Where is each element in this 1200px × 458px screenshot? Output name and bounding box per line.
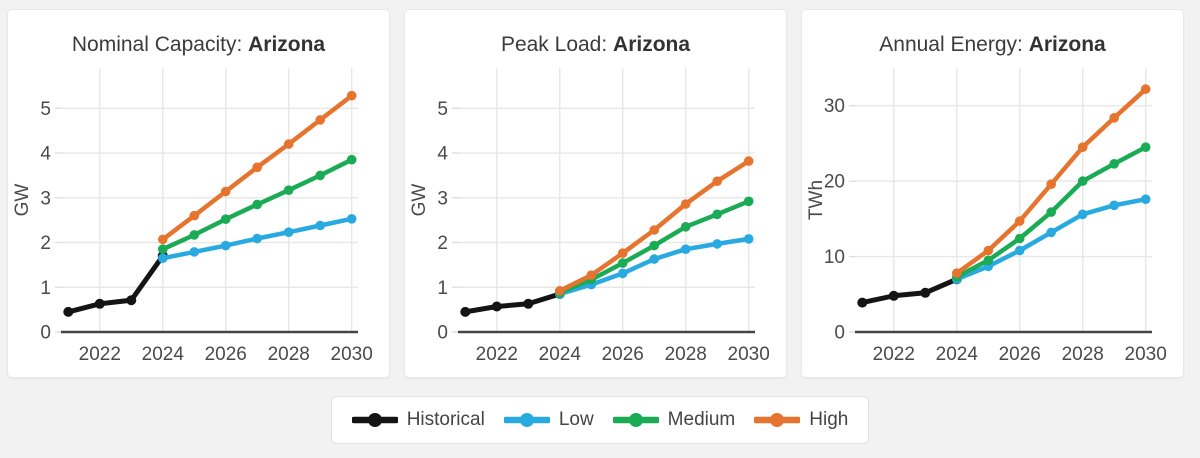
svg-text:3: 3 <box>40 188 51 209</box>
svg-text:10: 10 <box>824 247 845 268</box>
chart-title-nominal-capacity: Nominal Capacity: Arizona <box>8 10 389 58</box>
svg-text:2026: 2026 <box>205 344 247 365</box>
series-medium <box>952 142 1151 282</box>
chart-title-prefix: Peak Load: <box>500 33 614 56</box>
svg-text:3: 3 <box>437 188 448 209</box>
legend-item-label: Historical <box>406 409 485 430</box>
svg-text:2022: 2022 <box>476 344 518 365</box>
svg-text:2: 2 <box>437 233 448 254</box>
series-high <box>555 156 754 296</box>
svg-text:2022: 2022 <box>79 344 121 365</box>
forecast-dashboard: Nominal Capacity: Arizona 0 1 2 3 4 5 2022 2024… <box>7 9 1184 444</box>
series-low <box>158 214 357 263</box>
series-historical <box>857 274 962 308</box>
chart-card-annual-energy: Annual Energy: Arizona 0 10 20 30 2022 2024 20… <box>801 9 1184 378</box>
chart-title-region: Arizona <box>248 33 326 56</box>
legend-item-label: Medium <box>667 409 736 430</box>
svg-text:4: 4 <box>437 144 448 165</box>
svg-text:GW: GW <box>12 184 33 217</box>
svg-text:0: 0 <box>437 323 448 344</box>
svg-text:1: 1 <box>40 278 51 299</box>
legend-item-low[interactable]: Low <box>503 409 594 431</box>
legend-item-label: High <box>809 409 849 430</box>
legend-key-historical-line-icon <box>351 413 398 427</box>
svg-text:2024: 2024 <box>539 344 582 365</box>
series-high <box>158 90 357 245</box>
svg-text:2024: 2024 <box>142 344 185 365</box>
chart-canvas-peak-load: 0 1 2 3 4 5 2022 2024 2026 2028 2030 GW <box>409 68 770 365</box>
chart-title-region: Arizona <box>613 33 691 56</box>
legend-item-medium[interactable]: Medium <box>612 409 736 431</box>
svg-text:2028: 2028 <box>268 344 310 365</box>
chart-card-peak-load: Peak Load: Arizona 0 1 2 3 4 5 2022 2024 2026 202… <box>404 9 787 378</box>
legend-item-historical[interactable]: Historical <box>351 409 485 431</box>
chart-title-annual-energy: Annual Energy: Arizona <box>802 10 1183 58</box>
svg-text:0: 0 <box>834 323 845 344</box>
series-historical <box>63 250 168 317</box>
svg-text:5: 5 <box>40 99 51 120</box>
svg-text:30: 30 <box>824 96 845 117</box>
svg-text:2030: 2030 <box>1125 344 1167 365</box>
legend-key-high-line-icon <box>754 413 801 427</box>
chart-title-peak-load: Peak Load: Arizona <box>405 10 786 58</box>
svg-text:1: 1 <box>437 278 448 299</box>
series-high <box>952 84 1151 278</box>
svg-text:2022: 2022 <box>873 344 915 365</box>
series-historical <box>460 289 565 317</box>
series-medium <box>555 196 754 298</box>
svg-text:2028: 2028 <box>1062 344 1104 365</box>
series-medium <box>158 154 357 254</box>
charts-row: Nominal Capacity: Arizona 0 1 2 3 4 5 2022 2024… <box>7 9 1184 378</box>
svg-text:2026: 2026 <box>999 344 1041 365</box>
legend-item-label: Low <box>558 409 594 430</box>
legend-key-low-line-icon <box>503 413 550 427</box>
svg-text:4: 4 <box>40 144 51 165</box>
chart-title-region: Arizona <box>1028 33 1106 56</box>
chart-canvas-nominal-capacity: 0 1 2 3 4 5 2022 2024 2026 2028 2030 GW <box>12 68 373 365</box>
svg-text:TWh: TWh <box>806 180 827 220</box>
legend-item-high[interactable]: High <box>754 409 848 431</box>
svg-text:2030: 2030 <box>728 344 770 365</box>
svg-text:GW: GW <box>409 184 430 217</box>
svg-text:0: 0 <box>40 323 51 344</box>
chart-card-nominal-capacity: Nominal Capacity: Arizona 0 1 2 3 4 5 2022 2024… <box>7 9 390 378</box>
svg-text:2030: 2030 <box>331 344 373 365</box>
legend: Historical Low Medium High <box>331 396 869 444</box>
chart-title-prefix: Nominal Capacity: <box>71 33 249 56</box>
svg-text:2026: 2026 <box>602 344 644 365</box>
svg-text:2024: 2024 <box>936 344 979 365</box>
svg-text:2: 2 <box>40 233 51 254</box>
svg-text:2028: 2028 <box>665 344 707 365</box>
svg-text:20: 20 <box>824 172 845 193</box>
chart-title-prefix: Annual Energy: <box>879 33 1029 56</box>
svg-text:5: 5 <box>437 99 448 120</box>
legend-key-medium-line-icon <box>612 413 659 427</box>
